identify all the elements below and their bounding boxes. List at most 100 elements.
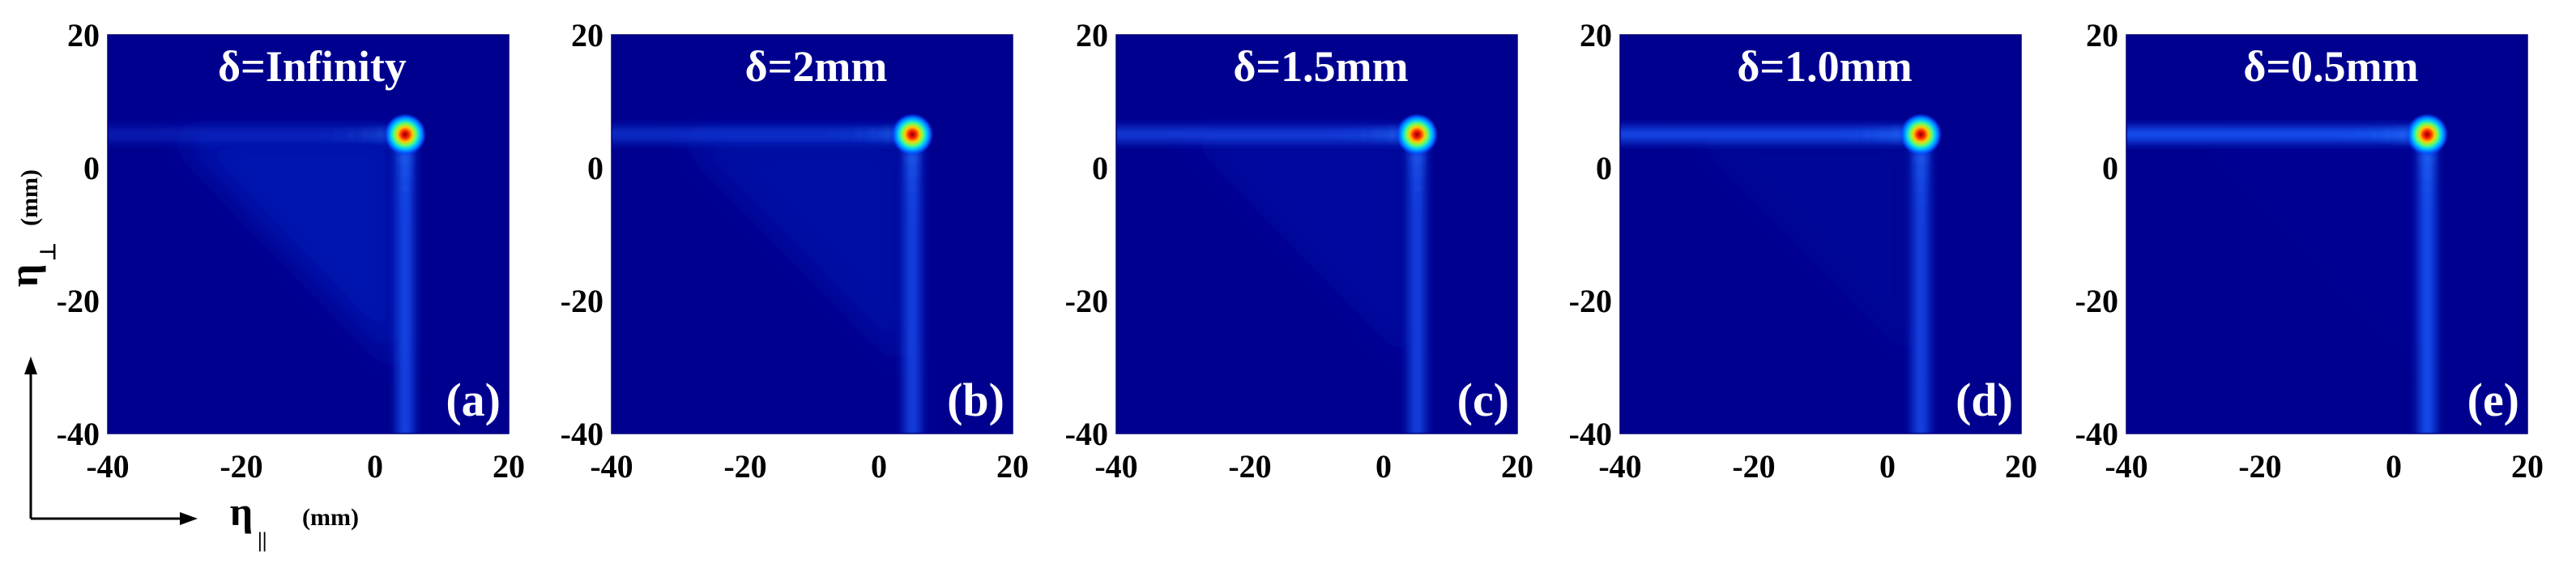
x-tick-label: -20 <box>220 448 262 485</box>
horizontal-streak <box>612 127 913 142</box>
fringe-dot <box>1851 131 1858 138</box>
fringe-dot <box>322 132 328 137</box>
y-tick-label: -40 <box>2075 416 2118 452</box>
y-tick-label: -40 <box>57 416 100 452</box>
y-axis-arrowhead <box>24 357 37 374</box>
fringe-dot <box>2425 212 2430 217</box>
panel-4: δ=1.0mm (d) -40 -20 0 20 -40 -20 0 20 <box>1569 17 2037 485</box>
y-tick-label: -20 <box>57 283 100 319</box>
fringe-dot <box>2357 131 2365 138</box>
x-tick-label: -20 <box>2238 448 2281 485</box>
fringe-dot <box>2423 183 2431 191</box>
x-tick-label: 0 <box>367 448 383 485</box>
fringe-dot <box>1916 169 1926 178</box>
vertical-streak <box>1913 135 1930 434</box>
y-tick-label: 0 <box>587 150 603 186</box>
x-tick-label: 20 <box>493 448 525 485</box>
background-triangle <box>1687 135 1915 367</box>
vertical-streak <box>1409 135 1426 434</box>
panel-1: δ=Infinity (a) -40 -20 0 20 -40 -20 0 20 <box>57 17 525 485</box>
heatmap-image <box>108 35 509 434</box>
fringe-dot <box>908 183 916 191</box>
axis-indicator: η || (mm) η ⊥ (mm) <box>1 169 359 552</box>
panel-label: (d) <box>1955 374 2013 426</box>
y-tick-label: 0 <box>1596 150 1612 186</box>
fringe-dot <box>1917 198 1925 204</box>
fringe-dot <box>2383 130 2393 139</box>
fringe-dot <box>1387 129 1397 140</box>
panel-title: δ=1.5mm <box>1233 42 1408 91</box>
heatmap-image <box>2126 35 2527 434</box>
fringe-dot <box>1916 154 1926 165</box>
intensity-peak <box>384 113 427 156</box>
y-axis-label-unit: (mm) <box>16 169 43 226</box>
panel-label: (c) <box>1457 374 1509 426</box>
x-tick-label: -40 <box>1094 448 1137 485</box>
y-tick-label: -40 <box>561 416 603 452</box>
y-axis-label-sub: ⊥ <box>36 242 60 261</box>
x-axis-label-unit: (mm) <box>302 504 359 531</box>
x-axis-label-main: η <box>230 489 253 534</box>
x-axis-arrowhead <box>180 512 198 525</box>
horizontal-streak <box>108 127 406 142</box>
panel-label: (b) <box>947 374 1004 426</box>
intensity-peak <box>891 113 934 156</box>
y-tick-label: -40 <box>1569 416 1612 452</box>
intensity-peak <box>1396 113 1439 156</box>
fringe-dot <box>399 154 411 165</box>
panel-3: δ=1.5mm (c) -40 -20 0 20 -40 -20 0 20 <box>1065 17 1533 485</box>
fringe-dot <box>1373 130 1383 139</box>
horizontal-streak <box>2126 127 2428 142</box>
plot-frame <box>611 34 1013 434</box>
fringe-dot <box>2397 129 2408 140</box>
fringe-dot <box>348 130 356 139</box>
horizontal-streak <box>1620 127 1921 142</box>
fringe-dot <box>1412 154 1422 165</box>
plot-frame <box>1115 34 1518 434</box>
fringe-dot <box>842 131 850 138</box>
fringe-dot <box>374 129 386 140</box>
fringe-dot <box>1347 131 1354 138</box>
y-tick-label: 20 <box>1076 17 1108 53</box>
fringe-dot <box>401 183 409 191</box>
y-tick-label: 0 <box>1092 150 1108 186</box>
vertical-streak <box>904 135 921 434</box>
x-tick-label: 20 <box>2005 448 2037 485</box>
fringe-dot <box>335 131 342 138</box>
x-tick-label: 20 <box>1501 448 1533 485</box>
plot-frame <box>107 34 510 434</box>
fringe-dot <box>907 154 918 165</box>
intensity-peak <box>1900 113 1943 156</box>
fringe-dot <box>1864 130 1872 139</box>
x-tick-label: 0 <box>871 448 887 485</box>
fringe-dot <box>868 130 878 139</box>
background-triangle <box>2193 135 2421 367</box>
fringe-dot <box>2424 198 2431 204</box>
fringe-dot <box>1891 129 1901 140</box>
x-tick-label: 20 <box>996 448 1029 485</box>
fringe-dot <box>1838 132 1844 137</box>
y-tick-label: 0 <box>83 150 100 186</box>
fringe-dot <box>910 212 915 217</box>
fringe-dot <box>2370 130 2378 139</box>
y-tick-label: 0 <box>2102 150 2118 186</box>
fringe-dot <box>1414 212 1420 217</box>
vertical-streak <box>397 135 414 434</box>
x-tick-label: -40 <box>1598 448 1641 485</box>
fringe-dot <box>1334 132 1340 137</box>
panel-title: δ=1.0mm <box>1737 42 1912 91</box>
heatmap-image <box>1620 35 2021 434</box>
fringe-dot <box>909 198 916 204</box>
x-tick-label: -40 <box>2105 448 2147 485</box>
x-axis-label-sub: || <box>258 528 267 552</box>
x-tick-label: -40 <box>590 448 633 485</box>
fringe-dot <box>1360 130 1368 139</box>
x-tick-label: -20 <box>1228 448 1271 485</box>
y-tick-label: 20 <box>1580 17 1612 53</box>
y-tick-label: -20 <box>1065 283 1108 319</box>
background-triangle <box>1183 135 1411 367</box>
fringe-dot <box>907 169 917 178</box>
x-tick-label: 0 <box>1375 448 1392 485</box>
fringe-dot <box>1413 183 1421 191</box>
